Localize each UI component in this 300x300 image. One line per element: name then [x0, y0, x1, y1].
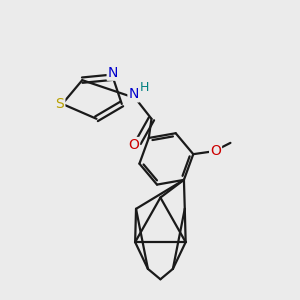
Text: N: N — [108, 66, 118, 80]
Text: N: N — [128, 87, 139, 101]
Text: O: O — [128, 138, 139, 152]
Text: S: S — [56, 97, 64, 111]
Text: H: H — [140, 81, 149, 94]
Text: O: O — [210, 144, 221, 158]
